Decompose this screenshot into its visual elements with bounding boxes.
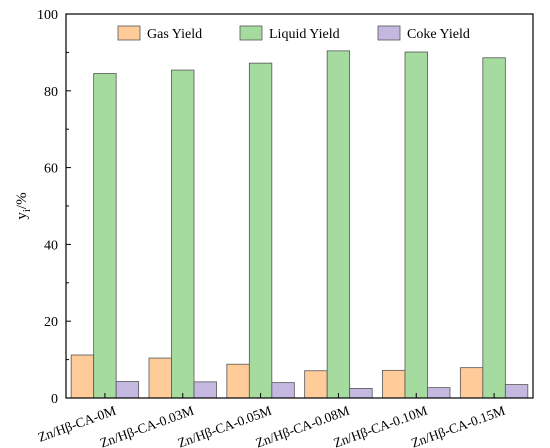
y-tick-label-1: 20 xyxy=(44,315,58,330)
bar-liquid-yield-3 xyxy=(326,50,351,399)
bar-gas-yield-0 xyxy=(70,354,95,399)
legend-label-1: Liquid Yield xyxy=(269,27,340,42)
bar-liquid-yield-4 xyxy=(404,51,428,399)
y-tick-label-0: 0 xyxy=(51,392,58,407)
bar-gas-yield-4 xyxy=(382,369,406,399)
bar-gas-yield-2 xyxy=(226,363,250,399)
legend-swatch-2 xyxy=(377,25,401,41)
bar-gas-yield-5 xyxy=(459,367,484,399)
legend: Gas Yield Liquid Yield Coke Yield xyxy=(117,25,470,42)
bar-liquid-yield-5 xyxy=(482,57,506,399)
bar-coke-yield-2 xyxy=(271,382,295,399)
legend-label-0: Gas Yield xyxy=(147,27,202,42)
bar-gas-yield-3 xyxy=(304,370,328,399)
bar-coke-yield-4 xyxy=(427,387,451,399)
bar-gas-yield-1 xyxy=(148,357,172,399)
legend-label-2: Coke Yield xyxy=(407,27,470,42)
legend-swatch-0 xyxy=(117,25,141,41)
bar-coke-yield-5 xyxy=(504,384,529,399)
y-axis-title: yi/% xyxy=(14,192,33,219)
bar-coke-yield-3 xyxy=(349,387,373,399)
bars-layer xyxy=(70,50,529,399)
bar-liquid-yield-0 xyxy=(93,73,117,399)
legend-swatch-1 xyxy=(239,25,263,41)
y-tick-label-5: 100 xyxy=(37,8,58,23)
plot-frame xyxy=(65,13,534,399)
y-tick-label-4: 80 xyxy=(44,85,58,100)
bar-coke-yield-1 xyxy=(193,381,217,399)
bar-liquid-yield-1 xyxy=(171,69,195,399)
bar-liquid-yield-2 xyxy=(248,62,273,399)
y-tick-label-3: 60 xyxy=(44,162,58,177)
bar-coke-yield-0 xyxy=(115,381,140,399)
y-tick-label-2: 40 xyxy=(44,238,58,253)
